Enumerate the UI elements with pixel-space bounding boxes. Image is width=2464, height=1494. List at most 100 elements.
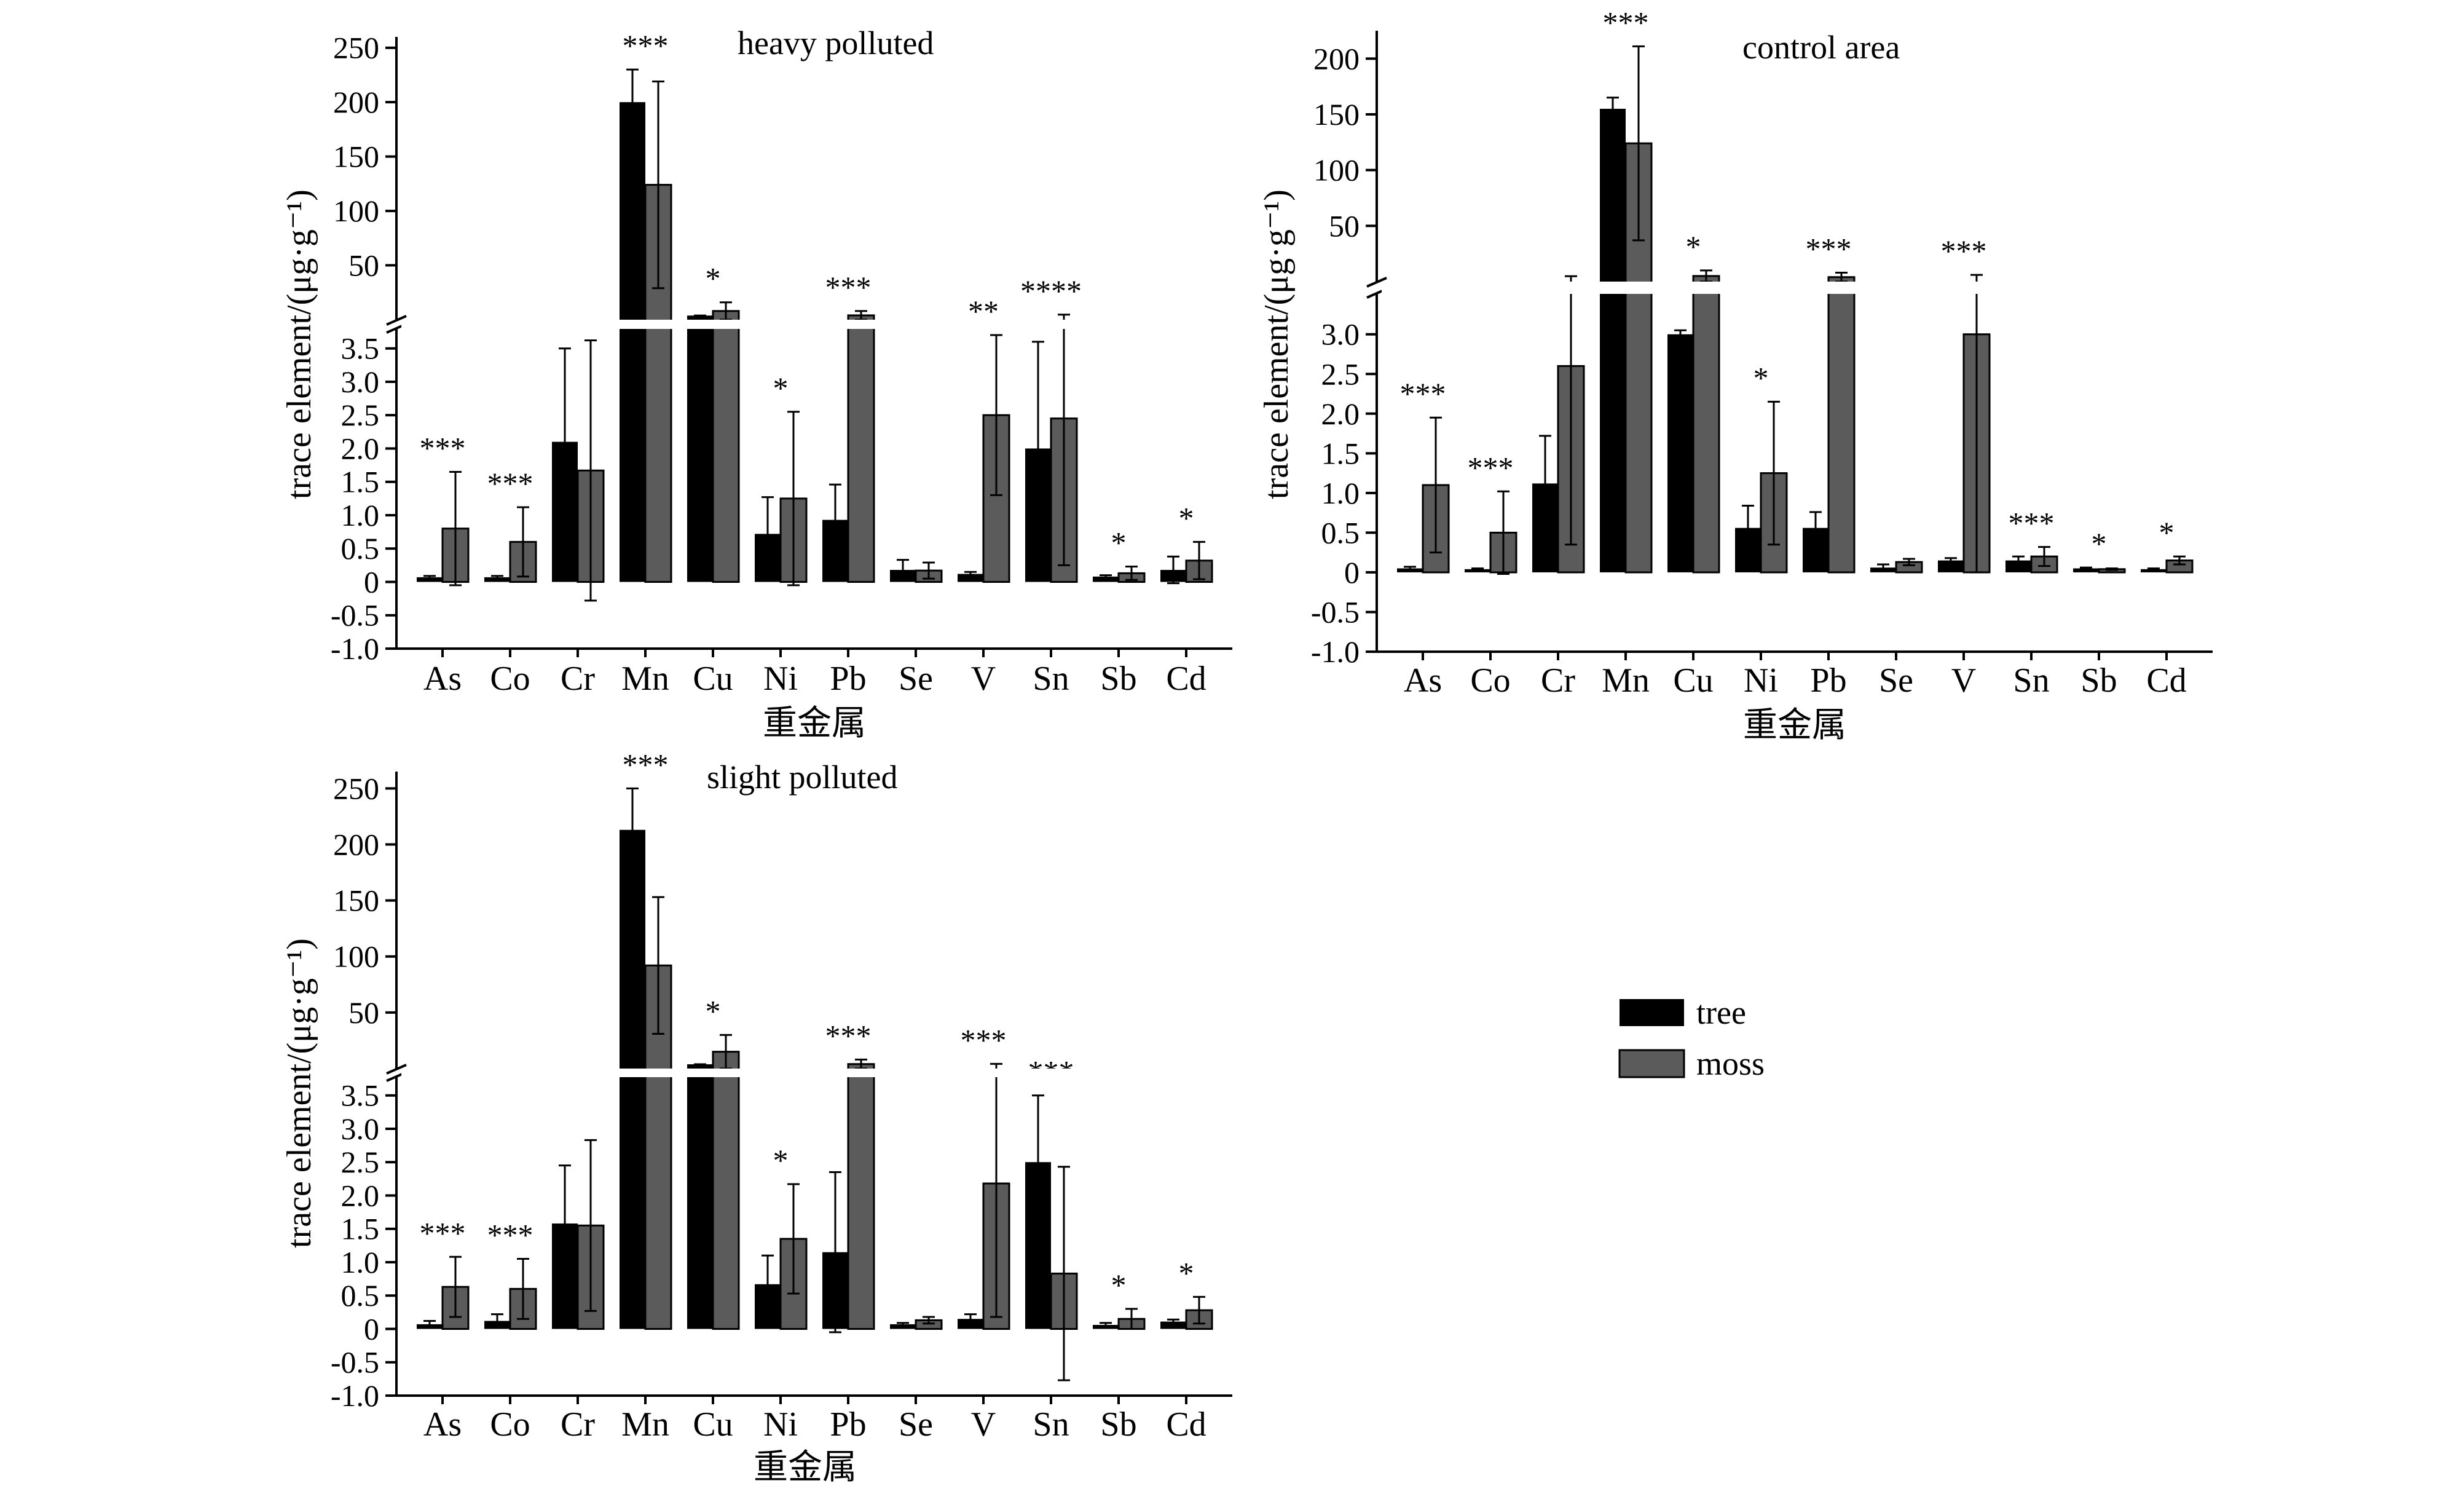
panel-control-area: control area -1.0 -0.5 0 0.5 1.0 1.5 2.0 2.5 3.0 5… [1258, 5, 2213, 745]
chart-title: heavy polluted [738, 25, 934, 61]
axis-break-gap [401, 1069, 1232, 1077]
significance-marker: *** [623, 28, 669, 63]
y-tick-label: 250 [333, 31, 379, 65]
x-category-label: Sb [1100, 1405, 1136, 1444]
bar-moss [847, 1063, 875, 1330]
bar-tree [687, 1064, 713, 1329]
x-category-label: Co [490, 1405, 530, 1444]
significance-marker: **** [1020, 274, 1082, 308]
y-tick-label: -1.0 [1311, 634, 1360, 669]
y-tick-label: -0.5 [1311, 595, 1360, 629]
y-tick-label: -1.0 [331, 631, 379, 666]
axis-break-mark [386, 315, 407, 326]
y-axis-title: trace element/(μg·g⁻¹) [1258, 189, 1296, 499]
y-tick-label: 100 [333, 194, 379, 228]
significance-marker: *** [2009, 506, 2055, 540]
y-tick-label: -0.5 [331, 1345, 379, 1380]
y-tick-label: 3.0 [1321, 317, 1360, 352]
bar-tree [1160, 1321, 1186, 1329]
significance-marker: * [1754, 360, 1769, 395]
y-tick-label: 3.0 [341, 365, 380, 399]
significance-marker: *** [825, 1018, 872, 1053]
x-category-label: Sn [1033, 1405, 1069, 1444]
y-tick-label: 0 [1344, 555, 1360, 590]
y-axis-title: trace element/(μg·g⁻¹) [280, 189, 318, 499]
legend-label-tree: tree [1696, 994, 1746, 1031]
x-category-label: Cu [693, 660, 733, 698]
significance-marker: * [773, 371, 789, 405]
y-tick-label: 2.0 [341, 431, 380, 465]
x-category-label: Cr [561, 1405, 595, 1444]
y-tick-label: 1.0 [1321, 476, 1360, 510]
y-axis-title: trace element/(μg·g⁻¹) [280, 938, 318, 1248]
bar-moss [1692, 275, 1720, 574]
y-tick-label: 150 [1313, 97, 1360, 132]
axis-break-mark [1366, 277, 1387, 288]
y-tick-label: 1.5 [341, 1212, 380, 1246]
x-category-label: Cu [693, 1405, 733, 1444]
x-category-label: Se [899, 660, 933, 698]
y-tick-label: 150 [333, 883, 379, 918]
x-category-label: As [1404, 662, 1442, 700]
chart-title: slight polluted [707, 759, 898, 796]
y-tick-label: 200 [1313, 41, 1360, 76]
x-category-label: V [971, 1405, 996, 1444]
x-category-label: Pb [1810, 662, 1846, 700]
significance-marker: *** [1806, 231, 1852, 266]
significance-marker: *** [487, 466, 533, 500]
significance-marker: * [1686, 229, 1701, 264]
x-category-label: Pb [830, 660, 866, 698]
x-category-label: Cu [1673, 662, 1713, 700]
legend-label-moss: moss [1696, 1045, 1765, 1082]
bar-moss [847, 314, 875, 583]
y-tick-label: 250 [333, 771, 379, 805]
axis-break-gap [401, 320, 1232, 329]
x-category-label: Cd [1166, 660, 1206, 698]
y-tick-label: 0 [364, 564, 379, 599]
significance-marker: *** [1603, 5, 1649, 39]
significance-marker: * [1179, 1255, 1194, 1290]
significance-marker: *** [825, 270, 872, 304]
significance-marker: * [1179, 500, 1194, 535]
x-category-label: Se [899, 1405, 933, 1444]
x-category-label: Sn [2013, 662, 2049, 700]
bar-tree [1667, 334, 1693, 572]
significance-marker: * [706, 261, 721, 296]
bar-moss [1827, 276, 1856, 574]
bar-tree [1600, 108, 1626, 572]
y-tick-label: 50 [348, 248, 379, 283]
significance-marker: * [706, 994, 721, 1028]
x-axis-title: 重金属 [754, 1449, 857, 1487]
y-tick-label: 200 [333, 827, 379, 861]
x-axis-title: 重金属 [1743, 706, 1846, 745]
x-category-label: Ni [763, 1405, 798, 1444]
axis-break-gap [1382, 282, 2213, 294]
x-category-label: V [1951, 662, 1976, 700]
bar-moss [712, 310, 740, 583]
y-tick-label: 100 [333, 939, 379, 974]
x-category-label: Sb [2080, 662, 2117, 700]
y-tick-label: 2.5 [341, 398, 380, 432]
x-category-label: Cr [561, 660, 595, 698]
x-axis-title: 重金属 [763, 705, 866, 743]
panel-heavy-polluted: heavy polluted-1.0-0.500.51.01.52.02.53.… [280, 25, 1232, 743]
bar-tree [2073, 568, 2099, 572]
bar-tree [620, 829, 645, 1329]
y-tick-label: 3.5 [341, 331, 380, 366]
legend-swatch-tree [1620, 999, 1684, 1026]
bar-tree [1093, 576, 1119, 582]
significance-marker: *** [961, 1022, 1007, 1057]
panel-slight-polluted: slight polluted-1.0-0.500.51.01.52.02.53… [280, 747, 1232, 1487]
significance-marker: *** [420, 1215, 466, 1250]
significance-marker: * [2092, 526, 2107, 561]
significance-marker: *** [1468, 450, 1514, 484]
x-category-label: Sn [1033, 660, 1069, 698]
y-tick-label: 1.5 [1321, 436, 1360, 470]
significance-marker: * [773, 1143, 789, 1177]
x-category-label: As [423, 1405, 462, 1444]
y-tick-label: 1.5 [341, 465, 380, 499]
y-tick-label: 2.5 [341, 1145, 380, 1179]
x-category-label: Cd [1166, 1405, 1206, 1444]
x-category-label: Mn [1602, 662, 1650, 700]
